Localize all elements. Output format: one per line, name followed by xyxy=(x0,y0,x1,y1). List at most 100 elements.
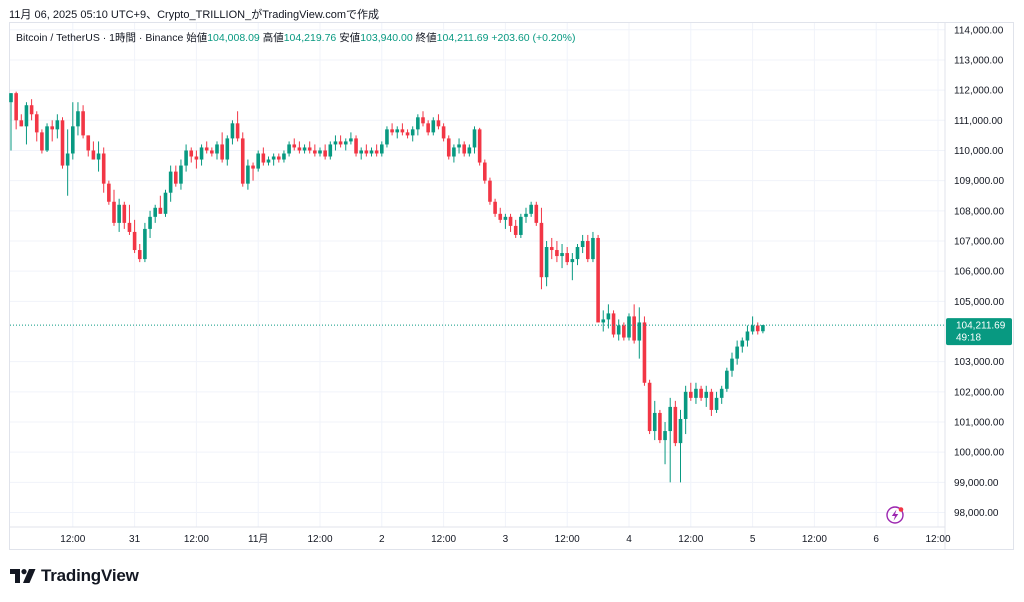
candle-body xyxy=(488,180,492,202)
candle-body xyxy=(137,250,142,260)
candle-body xyxy=(483,162,487,181)
y-tick-label: 98,000.00 xyxy=(954,508,999,519)
candle-body xyxy=(343,141,348,145)
candle-body xyxy=(60,120,65,166)
x-tick-label: 12:00 xyxy=(555,534,580,545)
candle-body xyxy=(220,144,224,160)
candle-body xyxy=(277,156,281,160)
bar-countdown: 49:18 xyxy=(956,333,981,344)
candle-body xyxy=(735,346,739,359)
candle-body xyxy=(689,391,693,398)
candle-body xyxy=(71,126,75,154)
candle-body xyxy=(50,126,54,130)
candle-body xyxy=(549,247,554,251)
candle-body xyxy=(606,313,611,320)
low-label: 安値 xyxy=(339,32,361,44)
candle-body xyxy=(225,138,230,160)
last-price-tag[interactable] xyxy=(946,318,1012,346)
candle-body xyxy=(96,153,101,160)
candle-body xyxy=(40,132,44,151)
candle-body xyxy=(663,431,667,441)
candle-body xyxy=(204,147,209,151)
candle-body xyxy=(719,388,724,398)
candle-body xyxy=(601,319,606,323)
candle-body xyxy=(745,331,750,341)
candle-body xyxy=(709,391,714,410)
y-tick-label: 106,000.00 xyxy=(954,267,1004,278)
candle-body xyxy=(652,412,657,432)
x-tick-label: 4 xyxy=(626,534,632,545)
candle-body xyxy=(385,129,389,145)
y-tick-label: 113,000.00 xyxy=(954,55,1004,66)
close-value: 104,211.69 xyxy=(436,32,489,44)
candle-body xyxy=(555,250,559,257)
candle-body xyxy=(194,156,199,160)
candle-body xyxy=(34,114,39,133)
candle-body xyxy=(395,129,400,133)
x-tick-label: 12:00 xyxy=(184,534,209,545)
candle-body xyxy=(246,165,250,184)
candle-body xyxy=(544,247,549,278)
candle-body xyxy=(534,204,539,223)
candle-body xyxy=(508,216,513,226)
candle-body xyxy=(143,228,147,260)
candle-body xyxy=(86,135,91,151)
candle-body xyxy=(302,147,307,151)
candle-body xyxy=(704,391,709,398)
lightning-icon[interactable] xyxy=(886,506,904,524)
y-tick-label: 109,000.00 xyxy=(954,176,1004,187)
tradingview-logo-text: TradingView xyxy=(41,566,139,585)
candle-body xyxy=(761,325,765,332)
candle-body xyxy=(14,93,18,121)
candle-body xyxy=(477,129,482,163)
candle-body xyxy=(369,150,374,154)
change-value: +203.60 (+0.20%) xyxy=(491,32,576,44)
candle-body xyxy=(647,382,652,432)
candle-body xyxy=(148,216,152,229)
y-tick-label: 112,000.00 xyxy=(954,86,1004,97)
candle-body xyxy=(323,150,327,157)
candle-body xyxy=(678,418,683,444)
candle-body xyxy=(493,201,497,214)
candle-body xyxy=(349,138,353,142)
candle-body xyxy=(683,391,688,419)
candle-body xyxy=(498,213,503,220)
candle-body xyxy=(168,171,173,193)
candle-body xyxy=(611,313,616,335)
candle-body xyxy=(55,120,60,130)
candle-body xyxy=(122,204,127,223)
open-value: 104,008.09 xyxy=(207,32,260,44)
low-value: 103,940.00 xyxy=(360,32,413,44)
candle-body xyxy=(117,204,121,223)
candle-body xyxy=(560,253,564,257)
y-tick-label: 107,000.00 xyxy=(954,236,1004,247)
candle-body xyxy=(210,150,214,154)
y-tick-label: 111,000.00 xyxy=(954,116,1003,127)
symbol-label[interactable]: Bitcoin / TetherUS · 1時間 · Binance xyxy=(16,32,184,44)
candle-body xyxy=(570,259,575,263)
y-tick-label: 108,000.00 xyxy=(954,206,1004,217)
candle-body xyxy=(256,153,260,169)
candle-body xyxy=(616,325,621,335)
candle-body xyxy=(524,213,528,217)
candle-body xyxy=(426,123,430,133)
candle-body xyxy=(101,153,106,184)
candle-body xyxy=(457,144,461,148)
candle-body xyxy=(318,150,322,154)
candle-body xyxy=(24,105,29,127)
candle-body xyxy=(472,129,477,148)
y-tick-label: 105,000.00 xyxy=(954,297,1004,308)
candle-body xyxy=(730,358,734,371)
high-value: 104,219.76 xyxy=(283,32,337,44)
candle-body xyxy=(694,388,698,398)
candle-body xyxy=(642,322,647,383)
candle-body xyxy=(184,150,188,166)
candle-body xyxy=(462,144,466,154)
candle-body xyxy=(81,111,85,136)
chart-frame xyxy=(9,22,1014,550)
y-tick-label: 100,000.00 xyxy=(954,448,1004,459)
lightning-icon-dot xyxy=(898,507,904,512)
tradingview-logo[interactable]: TradingView xyxy=(10,566,139,586)
x-tick-label: 11月 xyxy=(248,533,268,545)
